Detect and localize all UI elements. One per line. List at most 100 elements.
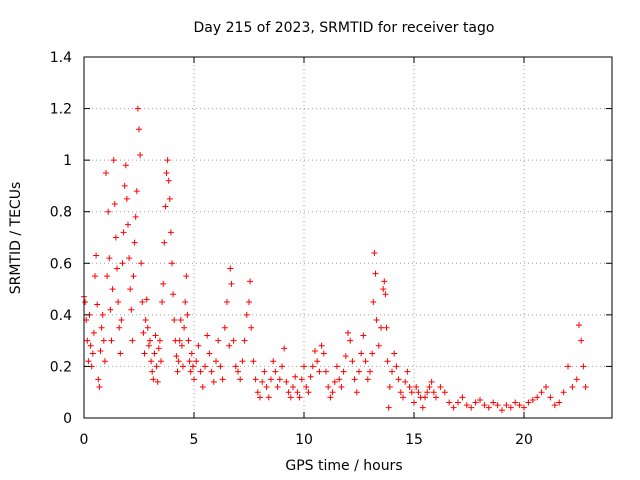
data-point (163, 170, 170, 177)
data-point (191, 376, 197, 383)
data-point (257, 394, 263, 401)
data-point (155, 345, 162, 352)
y-tick-label: 0.2 (50, 359, 72, 375)
data-point (215, 337, 222, 344)
y-tick-label: 0.8 (50, 205, 72, 221)
data-point (279, 363, 285, 370)
data-point (283, 378, 290, 385)
data-point (481, 402, 488, 409)
data-point (424, 389, 431, 396)
data-point (381, 278, 388, 285)
data-point (144, 324, 151, 331)
data-point (134, 105, 141, 112)
data-point (132, 213, 139, 220)
data-point (117, 350, 124, 357)
data-point (228, 280, 235, 287)
data-point (149, 368, 156, 375)
data-point (428, 378, 435, 385)
data-point (97, 347, 104, 354)
data-point (294, 389, 301, 396)
data-point (380, 286, 387, 293)
data-point (174, 368, 181, 375)
data-point (408, 389, 415, 396)
data-point (551, 402, 558, 409)
data-point (131, 239, 138, 246)
data-point (402, 378, 409, 385)
data-point (364, 376, 371, 383)
data-point (166, 195, 173, 202)
data-point (329, 389, 336, 396)
data-point (156, 337, 163, 344)
data-point (437, 384, 444, 391)
data-point (87, 342, 94, 349)
data-point (371, 249, 378, 256)
data-point (104, 273, 111, 280)
data-point (276, 376, 283, 383)
data-point (184, 311, 191, 318)
data-point (178, 342, 185, 349)
data-point (235, 368, 241, 375)
data-point (342, 353, 349, 360)
data-point (472, 399, 479, 406)
y-tick-label: 0.6 (50, 256, 72, 272)
data-point (139, 298, 146, 305)
data-point (136, 126, 142, 133)
data-point (349, 358, 356, 365)
x-tick-label: 10 (295, 432, 313, 448)
data-point (188, 350, 195, 357)
data-point (111, 200, 118, 207)
data-point (309, 363, 316, 370)
data-point (265, 394, 272, 401)
data-point (106, 255, 113, 262)
x-axis-label: GPS time / hours (285, 458, 402, 474)
data-point (105, 208, 112, 215)
data-point (393, 363, 400, 370)
data-point (189, 363, 196, 370)
data-point (404, 368, 411, 375)
data-point (118, 317, 125, 324)
data-point (170, 291, 177, 298)
data-point (389, 368, 395, 375)
data-point (185, 337, 192, 344)
data-point (232, 363, 239, 370)
data-point (121, 182, 128, 189)
data-point (95, 376, 102, 383)
data-point (204, 332, 211, 339)
data-point (272, 368, 279, 375)
data-point (395, 376, 402, 383)
data-point (455, 399, 461, 406)
data-point (126, 255, 133, 262)
data-point (477, 396, 483, 403)
data-point (375, 342, 382, 349)
data-point (573, 376, 580, 383)
data-point (499, 407, 505, 414)
data-point (367, 368, 373, 375)
data-point (287, 394, 294, 401)
data-point (391, 350, 398, 357)
data-point (84, 337, 91, 344)
data-point (382, 291, 389, 298)
data-point (171, 317, 178, 324)
data-point (130, 273, 137, 280)
data-point (158, 358, 164, 365)
data-point (560, 389, 567, 396)
data-point (358, 350, 365, 357)
data-point (538, 389, 545, 396)
data-point (397, 389, 404, 396)
data-point (140, 329, 147, 336)
data-point (154, 378, 161, 385)
data-point (227, 265, 234, 272)
data-point (413, 384, 420, 391)
data-point (296, 394, 303, 401)
data-point (128, 306, 135, 313)
data-point (137, 151, 144, 158)
data-point (221, 324, 228, 331)
data-point (378, 324, 384, 331)
data-point (187, 368, 194, 375)
data-point (400, 394, 406, 401)
data-point (252, 376, 259, 383)
data-point (103, 170, 109, 177)
data-point (226, 342, 233, 349)
y-tick-label: 0.4 (50, 308, 72, 324)
data-point (320, 350, 327, 357)
